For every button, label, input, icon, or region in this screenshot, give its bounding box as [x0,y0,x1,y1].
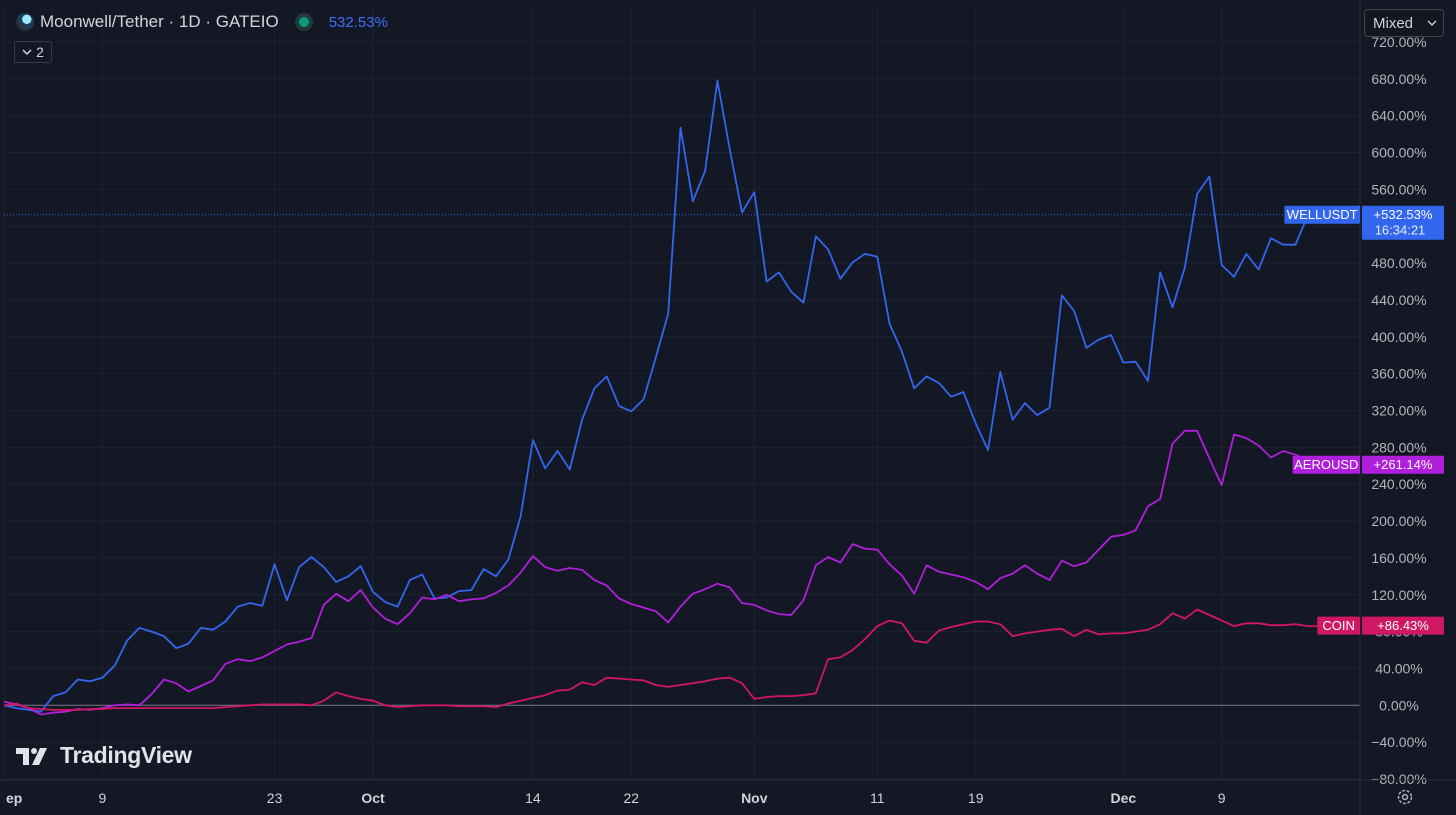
y-tick-label: 120.00% [1371,587,1426,603]
series-name-badge [1284,205,1360,224]
series-value-label: +86.43% [1377,618,1429,633]
grid [3,4,1360,780]
moonwell-logo-icon [16,13,34,31]
y-tick-label: 320.00% [1371,403,1426,419]
series-badges: WELLUSDT +532.53%16:34:21 AEROUSD +261.14% C… [1284,205,1444,635]
series-name-label: AEROUSD [1294,457,1358,472]
y-tick-label: 720.00% [1371,34,1426,50]
tradingview-logo-icon [16,747,47,765]
x-tick-label: Dec [1110,790,1136,806]
y-tick-label: 640.00% [1371,108,1426,124]
x-tick-label: 23 [267,790,283,806]
series-value-badge [1362,205,1444,240]
series-value-badge [1362,616,1444,635]
y-tick-label: 600.00% [1371,145,1426,161]
y-tick-label: 200.00% [1371,513,1426,529]
y-tick-label: 400.00% [1371,329,1426,345]
series-value-label: +532.53% [1374,207,1433,222]
chevron-down-icon [1427,20,1437,26]
x-tick-label: 22 [624,790,640,806]
series-value-badge [1362,455,1444,474]
y-tick-label: 160.00% [1371,550,1426,566]
x-tick-label: 9 [99,790,107,806]
y-tick-label: 0.00% [1379,697,1419,713]
y-tick-label: −40.00% [1371,734,1427,750]
market-status-dot-icon [298,17,309,27]
y-tick-label: 440.00% [1371,292,1426,308]
collapse-count: 2 [36,44,44,60]
scale-mode-label: Mixed [1373,14,1414,32]
series-lines [3,79,1360,716]
chevron-down-icon [22,49,32,56]
legend-last-value: 532.53% [328,13,388,31]
y-tick-label: 680.00% [1371,71,1426,87]
bar-countdown-label: 16:34:21 [1375,223,1426,238]
settings-gear-icon[interactable] [1396,788,1414,806]
indicators-collapse-button[interactable]: 2 [14,41,52,63]
price-scale-mode-select[interactable]: Mixed [1364,9,1444,37]
y-tick-label: 40.00% [1375,660,1422,676]
series-line-wellusdt [3,79,1333,713]
series-name-badge [1317,616,1360,635]
series-name-label: COIN [1322,618,1355,633]
x-tick-label: ep [6,790,22,806]
series-name-badge [1292,455,1360,474]
x-tick-label: Nov [741,790,768,806]
y-tick-label: 280.00% [1371,439,1426,455]
x-tick-label: 14 [525,790,541,806]
x-tick-label: Oct [361,790,385,806]
y-tick-label: 560.00% [1371,181,1426,197]
watermark-text: TradingView [60,742,192,768]
y-tick-label: 240.00% [1371,476,1426,492]
y-tick-label: 360.00% [1371,366,1426,382]
y-tick-label: −80.00% [1371,771,1427,787]
y-tick-label: 480.00% [1371,255,1426,271]
x-tick-label: 11 [870,790,885,806]
symbol-legend[interactable]: Moonwell/Tether · 1D · GATEIO 532.53% [16,12,388,32]
tradingview-watermark[interactable]: TradingView [16,742,192,769]
series-line-aerousd [3,429,1333,716]
series-line-coin [3,608,1333,711]
series-value-label: +261.14% [1374,457,1433,472]
series-name-label: WELLUSDT [1287,207,1358,222]
x-tick-label: 19 [968,790,984,806]
x-tick-label: 9 [1218,790,1226,806]
symbol-title[interactable]: Moonwell/Tether · 1D · GATEIO [40,12,279,31]
